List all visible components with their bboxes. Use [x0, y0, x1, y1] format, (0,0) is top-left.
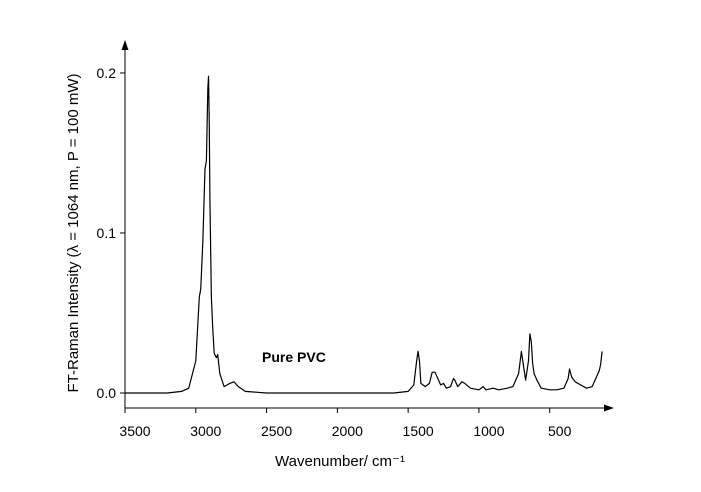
y-tick-label: 0.2 — [97, 65, 117, 81]
x-tick-label: 3000 — [190, 423, 221, 439]
x-tick-label: 3500 — [119, 423, 150, 439]
annotation: Pure PVC — [262, 349, 326, 365]
spectrum-line — [125, 75, 603, 394]
y-axis-arrow — [121, 40, 129, 50]
y-tick-label: 0.1 — [97, 225, 117, 241]
x-tick-label: 1500 — [403, 423, 434, 439]
x-axis-arrow — [604, 404, 614, 412]
x-axis-label: Wavenumber/ cm⁻¹ — [275, 453, 405, 470]
x-tick-label: 2000 — [332, 423, 363, 439]
y-axis-label: FT-Raman Intensity (λ = 1064 nm, P = 100… — [65, 73, 82, 392]
y-tick-label: 0.0 — [97, 385, 117, 401]
x-tick-label: 500 — [548, 423, 572, 439]
x-tick-label: 1000 — [473, 423, 504, 439]
x-tick-label: 2500 — [261, 423, 292, 439]
